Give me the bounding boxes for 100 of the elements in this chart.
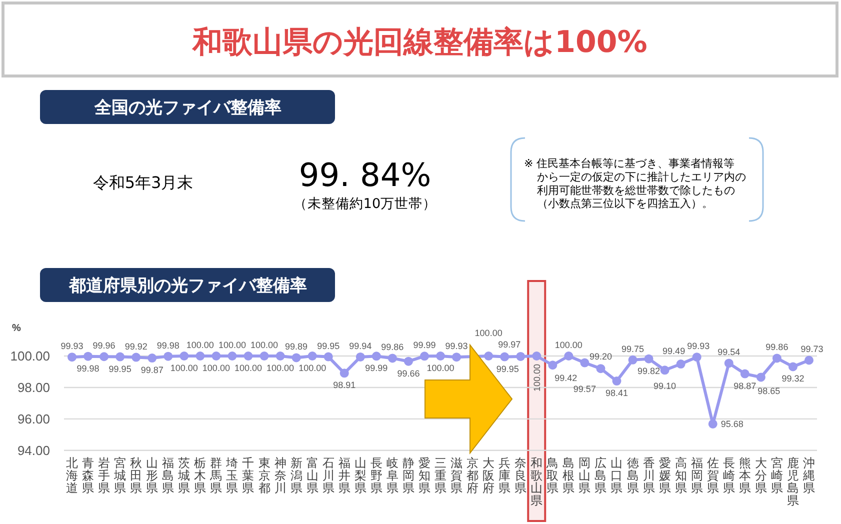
x-tick-label: 青森県 [82, 456, 94, 495]
x-tick-label: 沖縄県 [802, 456, 815, 495]
x-tick-label: 山形県 [146, 456, 158, 495]
data-label: 100.00 [532, 364, 542, 392]
x-tick-label: 鳥取県 [546, 456, 559, 495]
data-label: 99.89 [285, 342, 308, 352]
data-label: 99.93 [60, 341, 84, 352]
data-label: 99.92 [124, 341, 148, 352]
x-tick-label: 長野県 [370, 456, 382, 495]
point [212, 352, 221, 360]
point [164, 352, 173, 361]
x-tick-label: 高知県 [674, 456, 687, 495]
point [420, 352, 429, 361]
point [404, 356, 413, 366]
point [564, 352, 574, 360]
data-label: 99.95 [317, 340, 340, 351]
x-tick-label: 京都府 [466, 456, 479, 495]
x-tick-label: 福井県 [338, 456, 350, 495]
data-label: 99.75 [621, 344, 644, 354]
data-label: 100.00 [426, 363, 454, 373]
data-label: 100.00 [554, 340, 582, 350]
data-label: 99.86 [766, 342, 788, 352]
y-tick-label: 98.00 [17, 380, 50, 395]
x-tick-label: 広島県 [594, 456, 607, 495]
point [308, 352, 317, 360]
x-tick-label: 佐賀県 [706, 456, 719, 495]
x-tick-label: 新潟県 [290, 456, 302, 495]
x-tick-label: 徳島県 [626, 456, 639, 495]
x-tick-label: 鹿児島県 [786, 456, 799, 508]
data-label: 99.54 [718, 347, 740, 358]
point [484, 352, 494, 360]
data-label: 99.66 [397, 368, 420, 378]
x-tick-label: 栃木県 [194, 456, 206, 495]
point [228, 352, 237, 360]
x-tick-label: 熊本県 [738, 456, 751, 495]
point [756, 372, 766, 382]
data-label: 100.00 [218, 340, 246, 350]
y-tick-label: 96.00 [17, 411, 50, 426]
point [372, 352, 381, 361]
x-tick-label: 千葉県 [242, 456, 254, 495]
x-tick-label: 島根県 [562, 456, 575, 495]
point [660, 366, 670, 375]
x-tick-label: 福岡県 [690, 456, 703, 495]
x-tick-label: 奈良県 [514, 456, 527, 495]
point [340, 368, 349, 378]
point [516, 352, 526, 361]
data-label: 100.00 [474, 328, 502, 338]
x-tick-label: 石川県 [322, 456, 334, 495]
data-label: 98.65 [758, 386, 780, 396]
y-axis-title: % [12, 323, 21, 334]
point [84, 352, 93, 361]
text: （未整備約10万世帯） [293, 196, 437, 212]
data-label: 99.57 [573, 384, 596, 394]
point [596, 364, 606, 374]
data-label: 99.97 [498, 339, 521, 350]
chart-title: 和歌山県の光回線整備率は100% [192, 25, 648, 60]
x-tick-label: 香川県 [642, 456, 655, 495]
x-tick-label: 岩手県 [98, 456, 110, 495]
x-tick-label: 滋賀県 [450, 456, 463, 495]
data-label: 100.00 [186, 340, 214, 350]
x-tick-label: 愛媛県 [658, 456, 671, 495]
point [708, 419, 718, 428]
data-label: 100.00 [266, 363, 294, 373]
data-label: 99.95 [496, 364, 519, 374]
data-label: 98.91 [333, 380, 356, 390]
data-label: 99.42 [554, 373, 578, 384]
data-label: 100.00 [250, 340, 278, 350]
text: 令和5年3月末 [92, 173, 194, 192]
point [356, 352, 365, 362]
point [644, 354, 654, 364]
x-tick-label: 静岡県 [402, 456, 414, 495]
y-tick-label: 94.00 [17, 442, 50, 458]
point [276, 352, 285, 360]
point [324, 352, 333, 362]
data-label: 99.86 [381, 342, 404, 352]
x-tick-label: 長崎県 [722, 456, 735, 495]
point [452, 352, 462, 362]
point [148, 354, 157, 363]
data-label: 99.98 [76, 363, 100, 374]
data-label: 95.68 [720, 418, 744, 429]
x-tick-label: 東京都 [258, 456, 270, 495]
point [116, 352, 125, 362]
x-tick-label: 大分県 [754, 456, 767, 495]
x-tick-label: 愛知県 [418, 456, 430, 495]
x-tick-label: 埼玉県 [225, 456, 238, 495]
point [580, 358, 590, 368]
x-tick-label: 宮崎県 [770, 456, 783, 495]
point [388, 354, 397, 363]
chart-subtitle: 都道府県別の光ファイバ整備率 [68, 276, 307, 296]
point [804, 356, 814, 365]
text: ※ 住民基本台帳等に基づき、事業者情報等から一定の仮定の下に推計したエリア内の利用可能世帯数を総世帯数で除したもの（小数点第三位以下を四捨五入）。 [524, 157, 746, 210]
data-label: 99.10 [654, 381, 676, 392]
data-label: 99.98 [156, 340, 180, 350]
x-tick-label: 宮城県 [113, 456, 126, 495]
data-label: 99.73 [800, 344, 824, 354]
x-tick-label: 山口県 [610, 456, 623, 495]
point [180, 352, 189, 360]
x-tick-label: 岡山県 [578, 456, 591, 495]
data-label: 99.49 [662, 346, 686, 356]
text: 99. 84% [298, 156, 432, 194]
